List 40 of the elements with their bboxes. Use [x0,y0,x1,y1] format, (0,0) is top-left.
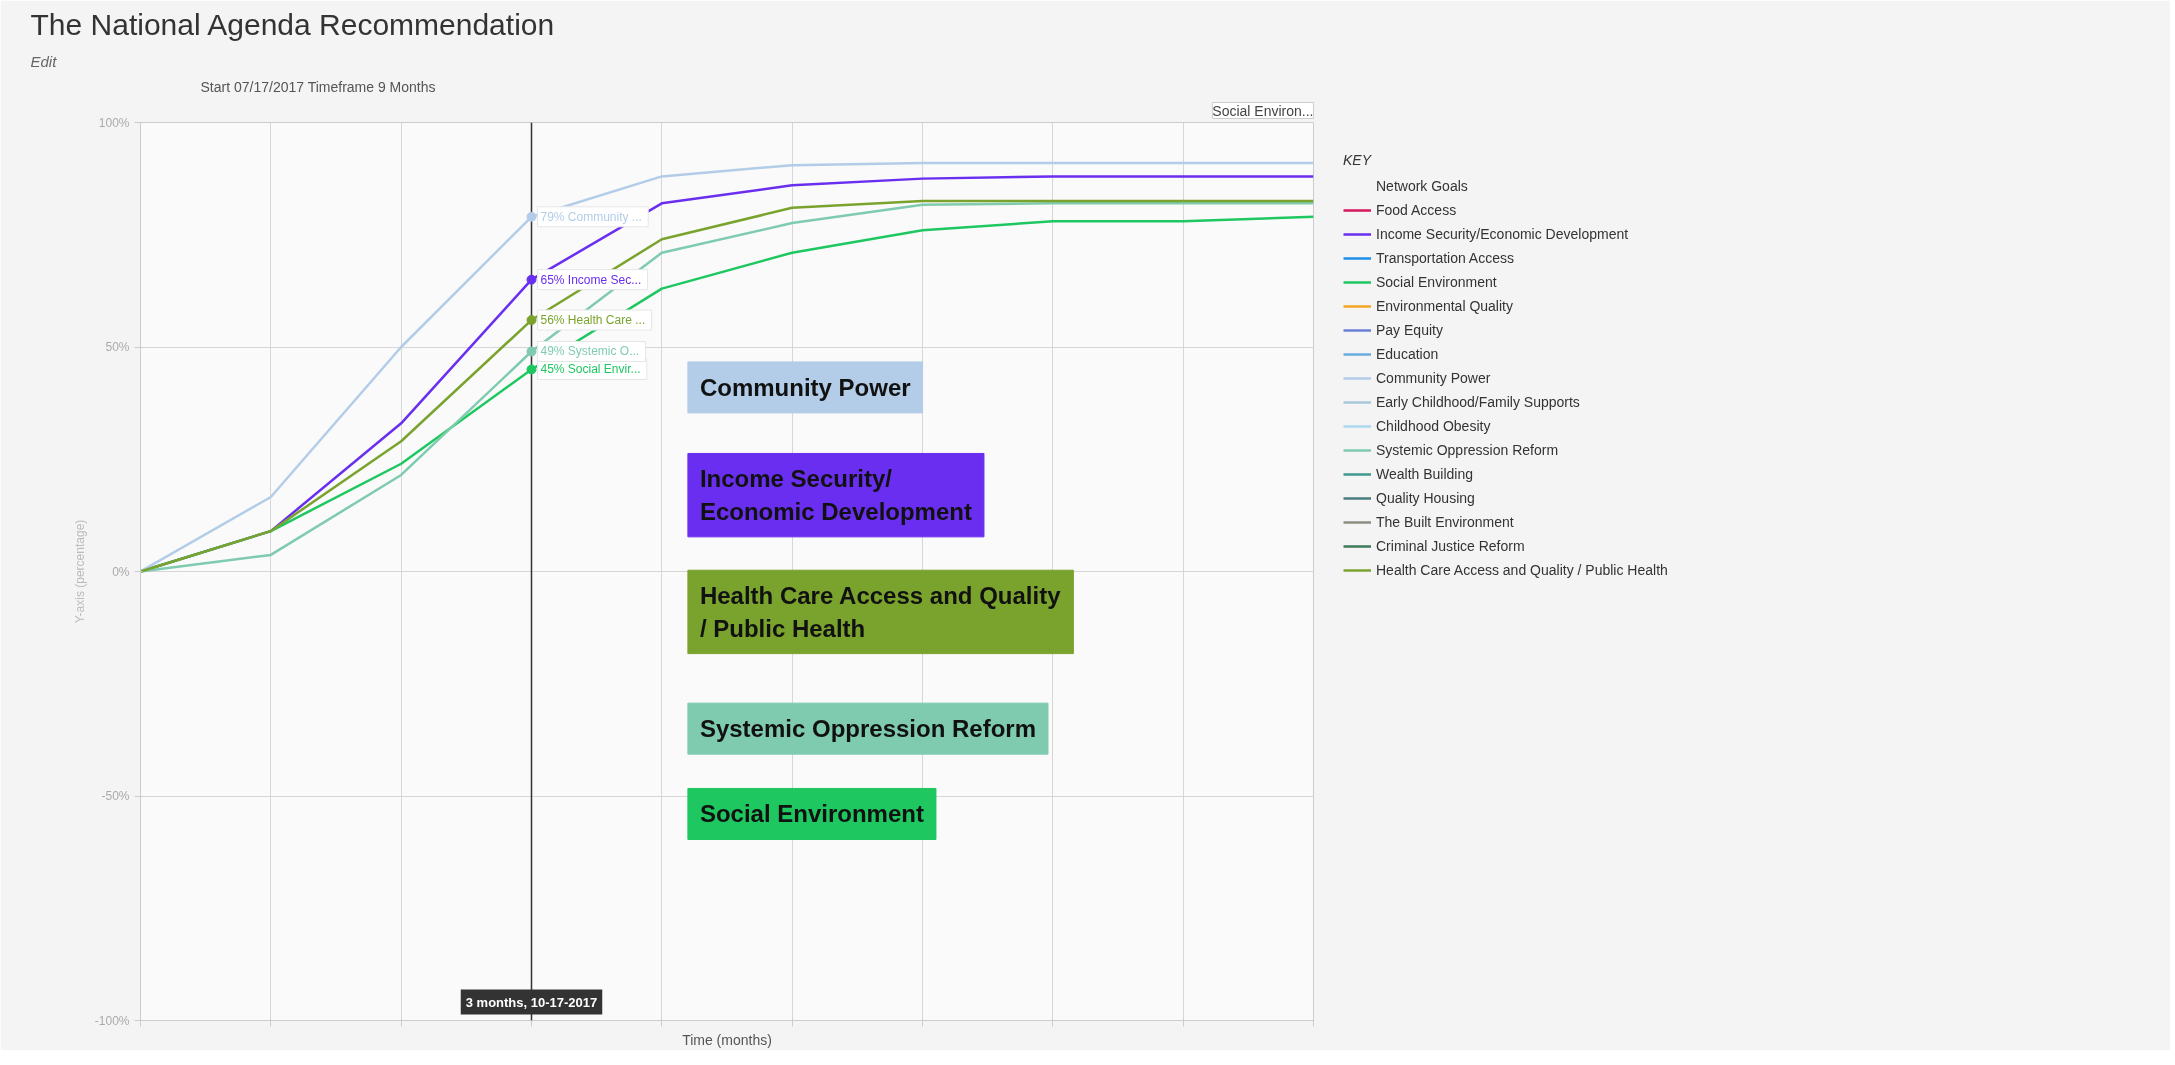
data-label: 45% Social Envir... [540,362,641,377]
text: Social Environ... [1212,102,1314,119]
legend-label: Health Care Access and Quality / Public Health [1376,561,1668,580]
legend-label: Social Environment [1376,273,1497,292]
y-tick-label: -100% [94,1013,130,1028]
legend-label: Pay Equity [1376,321,1443,340]
legend-label: Food Access [1376,201,1457,220]
x-axis-title: Time (months) [682,1031,772,1048]
text: Start 07/17/2017 Timeframe 9 Months [200,78,436,95]
legend-label: Community Power [1376,369,1491,388]
text: Community Power [699,373,911,401]
data-label: 56% Health Care ... [540,313,646,328]
y-tick-label: 100% [98,115,130,130]
y-tick-label: 50% [105,340,130,354]
text: Income Security/Economic Development [699,465,972,525]
legend-label: Environmental Quality [1376,297,1513,316]
text: Systemic Oppression Reform [699,715,1037,743]
legend-label: The Built Environment [1376,513,1514,532]
y-tick-label: 0% [112,564,130,579]
text: Social Environment [699,800,924,828]
legend-label: Childhood Obesity [1376,417,1491,436]
legend-label: Income Security/Economic Development [1376,225,1629,244]
legend-title: KEY [1343,152,1373,168]
data-label: 65% Income Sec... [540,272,642,287]
y-axis-title: Y-axis (percentage) [72,519,87,624]
legend-label: Criminal Justice Reform [1376,537,1525,556]
data-label: 79% Community ... [540,209,642,224]
text: Health Care Access and Quality / Public Health [699,582,1061,642]
legend-label: Quality Housing [1376,489,1475,508]
y-tick-label: -50% [101,789,130,803]
legend-label: Education [1376,345,1439,364]
data-label: 49% Systemic O... [540,344,640,359]
legend-label: Early Childhood/Family Supports [1376,393,1580,412]
chart-title: The National Agenda Recommendation [30,7,555,41]
chart-subtitle: Edit [30,52,58,70]
legend-label: Wealth Building [1376,465,1474,484]
annotation: 3 months, 10-17-2017 [465,994,598,1010]
legend-label: Transportation Access [1376,249,1514,268]
legend-label: Systemic Oppression Reform [1376,441,1559,460]
text: Network Goals [1376,177,1468,196]
